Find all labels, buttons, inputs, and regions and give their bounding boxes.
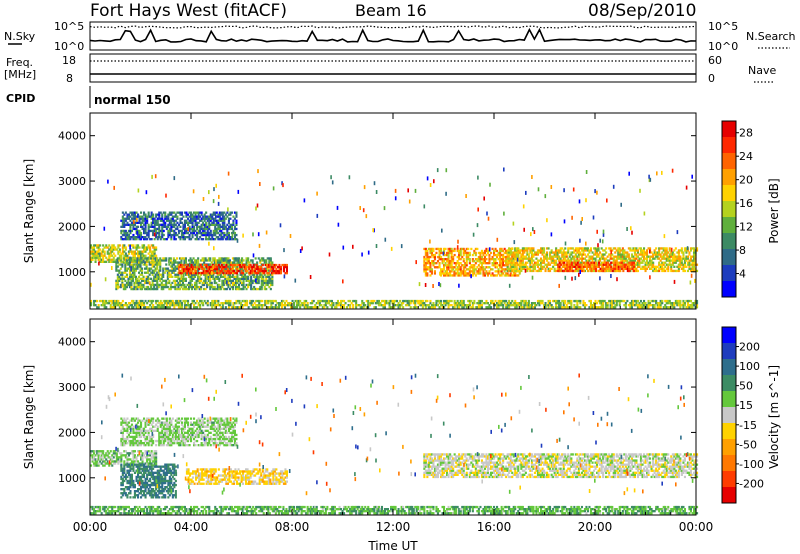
- x-tick-label: 16:00: [477, 520, 512, 534]
- colorbar-tick-label: 20: [739, 174, 753, 187]
- colorbar-tick-label: 8: [739, 244, 746, 257]
- colorbar-tick-label: 15: [739, 399, 753, 412]
- x-axis-label: Time UT: [367, 539, 418, 553]
- x-tick-label: 04:00: [174, 520, 209, 534]
- noise-panel: [89, 21, 697, 51]
- power-ytick-label: 4000: [58, 130, 86, 143]
- velocity-band-3: [120, 417, 238, 447]
- date-label: 08/Sep/2010: [588, 1, 696, 21]
- power-colorbar: 4 8 12 16 20 24 28: [721, 120, 753, 298]
- power-band-7: [90, 299, 699, 309]
- velocity-band-5: [90, 505, 699, 515]
- power-ytick-label: 3000: [58, 175, 86, 188]
- power-panel: [90, 167, 699, 309]
- power-band-6: [557, 261, 635, 273]
- beam-label: Beam 16: [355, 1, 427, 20]
- colorbar-tick-label: 12: [739, 221, 753, 234]
- power-ylabel: Slant Range [km]: [22, 159, 36, 263]
- colorbar-tick-label: 24: [739, 150, 753, 163]
- power-band-1: [115, 257, 274, 291]
- nsearch-label: N.Search: [746, 30, 796, 43]
- velocity-colorbar: 200 100 50 15 -15 -50 -100 -200: [721, 326, 764, 504]
- colorbar-tick-label: -100: [739, 458, 764, 471]
- velocity-band-2: [185, 468, 288, 485]
- colorbar-tick-label: 200: [739, 341, 760, 354]
- freq-tick-bottom: 8: [66, 72, 73, 85]
- colorbar-tick-label: 16: [739, 197, 753, 210]
- x-tick-label: 00:00: [73, 520, 108, 534]
- nave-label: Nave: [748, 64, 776, 77]
- x-tick-label: 12:00: [376, 520, 411, 534]
- velocity-colorbar-label: Velocity [m s^-1]: [767, 365, 781, 469]
- velocity-ytick-label: 4000: [58, 336, 86, 349]
- power-band-2: [120, 211, 238, 241]
- nsearch-tick-bottom: 10^0: [708, 40, 738, 53]
- colorbar-tick-label: -15: [739, 419, 757, 432]
- velocity-scatter: [100, 373, 694, 496]
- nsky-trace: [89, 27, 697, 43]
- velocity-ylabel: Slant Range [km]: [22, 365, 36, 469]
- colorbar-tick-label: 4: [739, 268, 746, 281]
- nave-tick-bottom: 0: [708, 72, 715, 85]
- velocity-band-4: [423, 453, 699, 479]
- freq-panel: [89, 53, 697, 83]
- nsky-tick-top: 10^5: [54, 20, 84, 33]
- x-tick-label: 00:00: [679, 520, 714, 534]
- velocity-panel: [90, 373, 699, 515]
- x-tick-label: 20:00: [578, 520, 613, 534]
- nsky-label: N.Sky: [4, 30, 36, 43]
- cpid-label: CPID: [6, 92, 35, 105]
- nsearch-trace: [89, 25, 697, 29]
- freq-tick-top: 18: [62, 54, 76, 67]
- freq-unit: [MHz]: [4, 68, 36, 81]
- power-scatter: [90, 167, 696, 290]
- nsearch-tick-top: 10^5: [708, 20, 738, 33]
- velocity-ytick-label: 3000: [58, 381, 86, 394]
- velocity-ytick-label: 2000: [58, 426, 86, 439]
- power-colorbar-label: Power [dB]: [767, 178, 781, 243]
- colorbar-tick-label: -200: [739, 477, 764, 490]
- x-tick-label: 08:00: [275, 520, 310, 534]
- velocity-band-1: [120, 463, 177, 499]
- colorbar-tick-label: 50: [739, 380, 753, 393]
- nave-tick-top: 60: [708, 54, 722, 67]
- freq-label: Freq.: [6, 56, 33, 69]
- colorbar-tick-label: 28: [739, 127, 753, 140]
- radar-title: Fort Hays West (fitACF): [90, 1, 287, 21]
- velocity-ytick-label: 1000: [58, 472, 86, 485]
- colorbar-tick-label: -50: [739, 438, 757, 451]
- power-ytick-label: 2000: [58, 220, 86, 233]
- colorbar-tick-label: 100: [739, 360, 760, 373]
- power-ytick-label: 1000: [58, 266, 86, 279]
- nsky-tick-bottom: 10^0: [54, 40, 84, 53]
- cpid-value: normal 150: [94, 93, 171, 107]
